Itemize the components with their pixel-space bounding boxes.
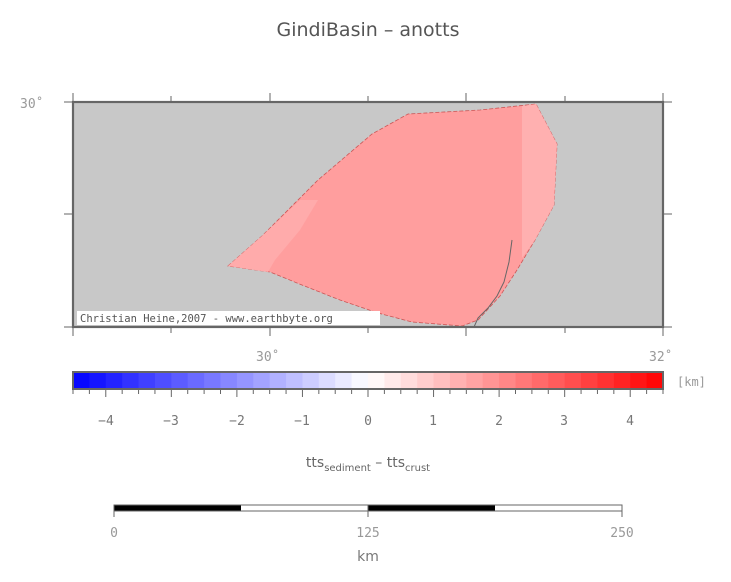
colorbar-cell <box>122 372 140 389</box>
colorbar-cell <box>89 372 107 389</box>
colorbar-cell <box>204 372 222 389</box>
colorbar-cell <box>105 372 123 389</box>
scale-segment-black <box>368 505 495 511</box>
scale-label-125: 125 <box>356 526 379 541</box>
colorbar-tick-label: −3 <box>163 414 179 429</box>
basin-light-west <box>228 200 318 272</box>
colorbar-cell <box>335 372 353 389</box>
colorbar-cell <box>613 372 631 389</box>
colorbar-cell <box>449 372 467 389</box>
colorbar-cell <box>253 372 271 389</box>
colorbar-tick-labels: −4 −3 −2 −1 0 1 2 3 4 <box>98 414 634 429</box>
colorbar-cell <box>515 372 533 389</box>
scale-segment-white <box>495 505 622 511</box>
colorbar-cell <box>531 372 549 389</box>
colorbar-tick-label: 3 <box>560 414 568 429</box>
colorbar-cell <box>286 372 304 389</box>
colorbar-cell <box>220 372 238 389</box>
colorbar-tick-label: −1 <box>294 414 310 429</box>
colorbar-cell <box>351 372 369 389</box>
colorbar-cell <box>302 372 320 389</box>
colorbar-cell <box>482 372 500 389</box>
scale-label-250: 250 <box>610 526 633 541</box>
map-ticks <box>64 93 672 336</box>
lat-label-30: 30˚ <box>20 96 43 112</box>
colorbar-cell <box>171 372 189 389</box>
basin-light-region <box>522 104 557 258</box>
colorbar-tick-label: 1 <box>429 414 437 429</box>
colorbar-cell <box>368 372 385 389</box>
colorbar-cell <box>499 372 517 389</box>
colorbar-cell <box>466 372 484 389</box>
colorbar-cell <box>564 372 582 389</box>
figure-title: GindiBasin – anotts <box>277 19 460 41</box>
river-line <box>473 239 513 328</box>
colorbar-tick-label: 4 <box>626 414 634 429</box>
colorbar-cells <box>73 372 664 389</box>
lon-label-32: 32˚ <box>649 349 672 365</box>
colorbar-cell <box>269 372 287 389</box>
scale-bar: 0 125 250 km <box>110 504 634 565</box>
colorbar: −4 −3 −2 −1 0 1 2 3 4 [km] <box>72 371 706 429</box>
colorbar-cell <box>73 372 90 389</box>
colorbar-cell <box>433 372 451 389</box>
scale-unit-label: km <box>357 549 379 565</box>
colorbar-cell <box>384 372 402 389</box>
colorbar-cell <box>417 372 435 389</box>
colorbar-tick-label: 0 <box>364 414 372 429</box>
colorbar-cell <box>138 372 156 389</box>
colorbar-tick-label: −4 <box>98 414 114 429</box>
lon-label-30: 30˚ <box>256 349 279 365</box>
map-panel: Christian Heine,2007 - www.earthbyte.org <box>20 93 672 365</box>
colorbar-tick-label: −2 <box>229 414 245 429</box>
basin-polygon <box>227 103 558 327</box>
variable-label: ttssediment – ttscrust <box>306 455 430 474</box>
colorbar-ticks <box>72 389 664 397</box>
colorbar-cell <box>630 372 648 389</box>
scale-segment-black <box>114 505 241 511</box>
scale-segment-white <box>241 505 368 511</box>
colorbar-cell <box>597 372 615 389</box>
colorbar-cell <box>400 372 418 389</box>
colorbar-cell <box>581 372 599 389</box>
scale-label-0: 0 <box>110 526 118 541</box>
colorbar-tick-label: 2 <box>495 414 503 429</box>
colorbar-cell <box>154 372 172 389</box>
credit-text: Christian Heine,2007 - www.earthbyte.org <box>80 313 333 325</box>
colorbar-cell <box>187 372 205 389</box>
colorbar-unit-label: [km] <box>677 375 706 389</box>
colorbar-cell <box>318 372 336 389</box>
colorbar-cell <box>236 372 254 389</box>
colorbar-cell <box>646 372 664 389</box>
credit-background <box>77 311 380 325</box>
colorbar-cell <box>548 372 566 389</box>
